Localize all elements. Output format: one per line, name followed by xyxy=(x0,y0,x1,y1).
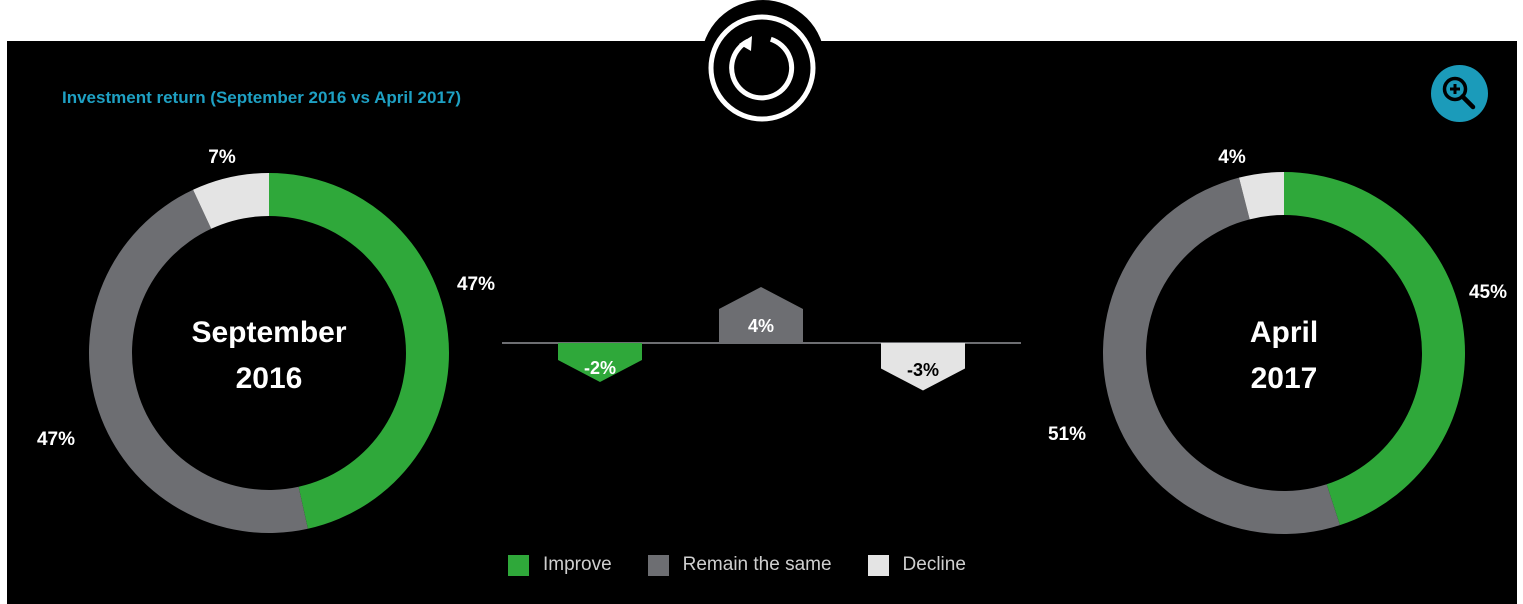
donut-slice-remain-the-same xyxy=(1103,177,1340,534)
legend-item-remain: Remain the same xyxy=(647,554,832,576)
slice-label-remain: 51% xyxy=(1048,424,1086,445)
bar-decline xyxy=(881,343,965,391)
legend-label: Remain the same xyxy=(682,554,832,575)
donut-slice-decline xyxy=(193,173,269,229)
chart-title: Investment return (September 2016 vs Apr… xyxy=(62,88,462,107)
bar-label-decline: -3% xyxy=(907,360,939,380)
slice-label-improve: 47% xyxy=(457,274,495,295)
slice-label-improve: 45% xyxy=(1469,282,1507,303)
change-bar-chart: -2% 4% -3% xyxy=(502,287,1021,391)
legend-item-improve: Improve xyxy=(508,554,612,576)
legend-swatch xyxy=(867,554,889,576)
donut-center-label-line2: 2016 xyxy=(236,362,303,395)
refresh-icon xyxy=(708,14,816,122)
zoom-in-button[interactable] xyxy=(1431,65,1488,122)
donut-slice-improve xyxy=(1284,172,1466,526)
bar-label-improve: -2% xyxy=(584,358,616,378)
refresh-button[interactable] xyxy=(706,12,818,124)
zoom-in-icon xyxy=(1442,76,1476,110)
bar-improve xyxy=(558,343,642,382)
donut-center-label-line1: April xyxy=(1250,316,1318,349)
donut-september-2016: September 2016 47% 47% 7% xyxy=(37,147,495,534)
donut-center-label-line1: September xyxy=(191,316,346,349)
donut-center-label-line2: 2017 xyxy=(1251,362,1318,395)
slice-label-decline: 4% xyxy=(1218,147,1246,168)
legend-swatch xyxy=(508,554,529,576)
slice-label-remain: 47% xyxy=(37,429,75,450)
legend-label: Decline xyxy=(902,554,966,575)
donut-slice-decline xyxy=(1238,172,1284,220)
legend: Improve Remain the same Decline xyxy=(508,553,966,577)
bar-label-remain: 4% xyxy=(748,316,774,336)
bar-remain xyxy=(719,287,803,343)
refresh-tab xyxy=(701,0,825,124)
donut-april-2017: April 2017 45% 51% 4% xyxy=(1048,147,1507,534)
donut-slice-remain-the-same xyxy=(88,189,308,534)
donut-slice-improve xyxy=(269,173,450,529)
legend-label: Improve xyxy=(543,554,612,575)
legend-item-decline: Decline xyxy=(867,554,966,576)
slice-label-decline: 7% xyxy=(208,147,236,168)
legend-swatch xyxy=(647,554,669,576)
